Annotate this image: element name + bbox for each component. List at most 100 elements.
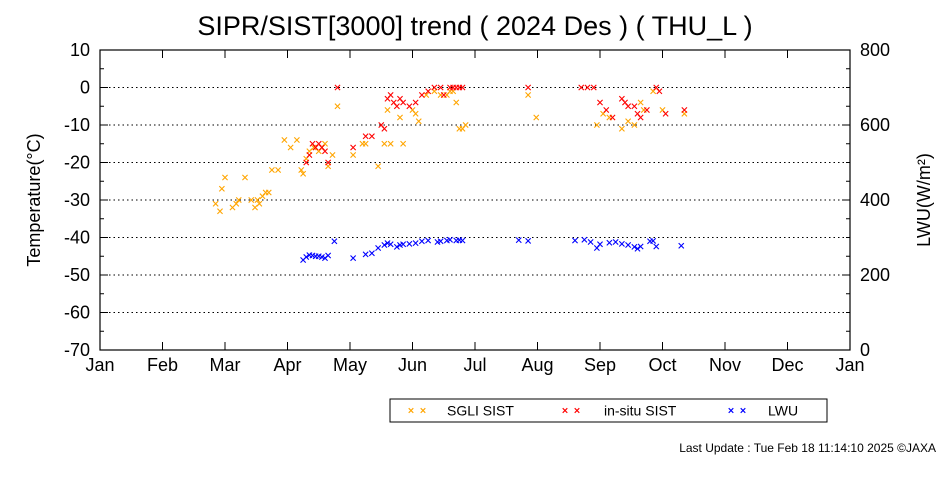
data-point [590, 84, 597, 91]
data-point [637, 99, 644, 106]
data-point [643, 107, 650, 113]
data-point [678, 242, 685, 249]
data-point [350, 144, 357, 151]
legend-marker [408, 407, 414, 414]
x-axis: Jan Feb Mar Apr May Jun Jul Aug Sep Oct Nov Dec Jan [85, 50, 865, 375]
data-point [325, 252, 332, 259]
data-point [578, 84, 585, 91]
data-point [384, 107, 391, 113]
data-point [217, 208, 223, 215]
data-point [662, 110, 669, 117]
data-point [350, 255, 357, 262]
data-point [381, 242, 388, 248]
data-point [453, 99, 460, 106]
data-point [656, 88, 663, 95]
y-tick-label: -10 [64, 115, 90, 135]
data-point [242, 174, 248, 181]
data-point [400, 241, 407, 248]
data-point [609, 114, 616, 121]
legend-marker [420, 407, 426, 414]
data-point [281, 137, 288, 143]
data-point [447, 236, 453, 243]
data-point [303, 254, 310, 260]
data-point [597, 241, 603, 248]
x-tick-label: Mar [210, 355, 241, 375]
data-point [362, 133, 369, 140]
data-point [329, 152, 336, 158]
y2-tick-label: 800 [860, 40, 890, 60]
x-tick-label: Feb [147, 355, 178, 375]
data-point [587, 239, 594, 245]
x-tick-label: Dec [771, 355, 803, 375]
data-point [406, 240, 413, 247]
data-point [597, 99, 603, 106]
data-point [650, 237, 657, 244]
data-point [248, 197, 255, 203]
x-tick-label: Jun [398, 355, 427, 375]
data-point [318, 254, 325, 260]
data-point [298, 167, 305, 173]
data-point [412, 99, 419, 106]
data-point [412, 110, 419, 117]
data-point [653, 243, 660, 250]
x-tick-label: Apr [273, 355, 301, 375]
data-point [625, 242, 632, 248]
legend-marker [562, 407, 568, 414]
y2-axis-label: LWU(W/m²) [914, 153, 934, 247]
data-point [634, 245, 641, 252]
data-point [459, 237, 466, 244]
x-tick-label: May [333, 355, 367, 375]
y-tick-label: -30 [64, 190, 90, 210]
data-point [525, 237, 532, 244]
data-point [222, 174, 228, 181]
data-point [637, 243, 644, 250]
y-axis-label: Temperature(°C) [24, 133, 44, 266]
data-point [268, 167, 275, 173]
data-point [603, 107, 610, 113]
y-tick-label: -70 [64, 340, 90, 360]
series-sgli-sist [212, 88, 688, 215]
chart-title: SIPR/SIST[3000] trend ( 2024 Des ) ( THU… [197, 11, 752, 41]
y-axis-right: 800 600 400 200 0 [842, 40, 890, 360]
data-point [625, 118, 632, 125]
data-point [322, 148, 328, 155]
y-axis-left: 10 0 -10 -20 -30 -40 -50 -60 -70 [64, 40, 108, 360]
data-point [637, 114, 644, 121]
data-point [387, 92, 394, 98]
y2-tick-label: 400 [860, 190, 890, 210]
data-point [334, 84, 341, 91]
data-point [412, 240, 419, 247]
y-tick-label: -40 [64, 228, 90, 248]
data-point [437, 238, 444, 245]
x-tick-label: Jan [835, 355, 864, 375]
data-point [525, 84, 532, 91]
data-point [350, 152, 357, 158]
y2-tick-label: 200 [860, 265, 890, 285]
data-point [275, 167, 282, 173]
data-point [384, 240, 391, 247]
data-point [459, 84, 466, 91]
data-point [325, 159, 332, 166]
x-tick-label: Nov [709, 355, 741, 375]
data-point [431, 84, 438, 91]
data-point [393, 243, 400, 250]
legend-marker [740, 407, 746, 414]
y2-tick-label: 0 [860, 340, 870, 360]
data-point [572, 237, 578, 244]
data-points [212, 84, 688, 263]
y-tick-label: -20 [64, 153, 90, 173]
legend: SGLI SIST in-situ SIST LWU [389, 398, 828, 423]
gridlines [100, 87, 850, 313]
data-point [618, 240, 625, 247]
data-point [415, 118, 422, 125]
data-point [393, 103, 400, 110]
x-tick-label: Sep [584, 355, 616, 375]
data-point [681, 107, 688, 113]
data-point [235, 197, 242, 203]
data-point [300, 170, 307, 177]
data-point [331, 238, 338, 245]
data-point [397, 114, 403, 121]
data-point [233, 200, 240, 207]
data-point [437, 84, 444, 91]
